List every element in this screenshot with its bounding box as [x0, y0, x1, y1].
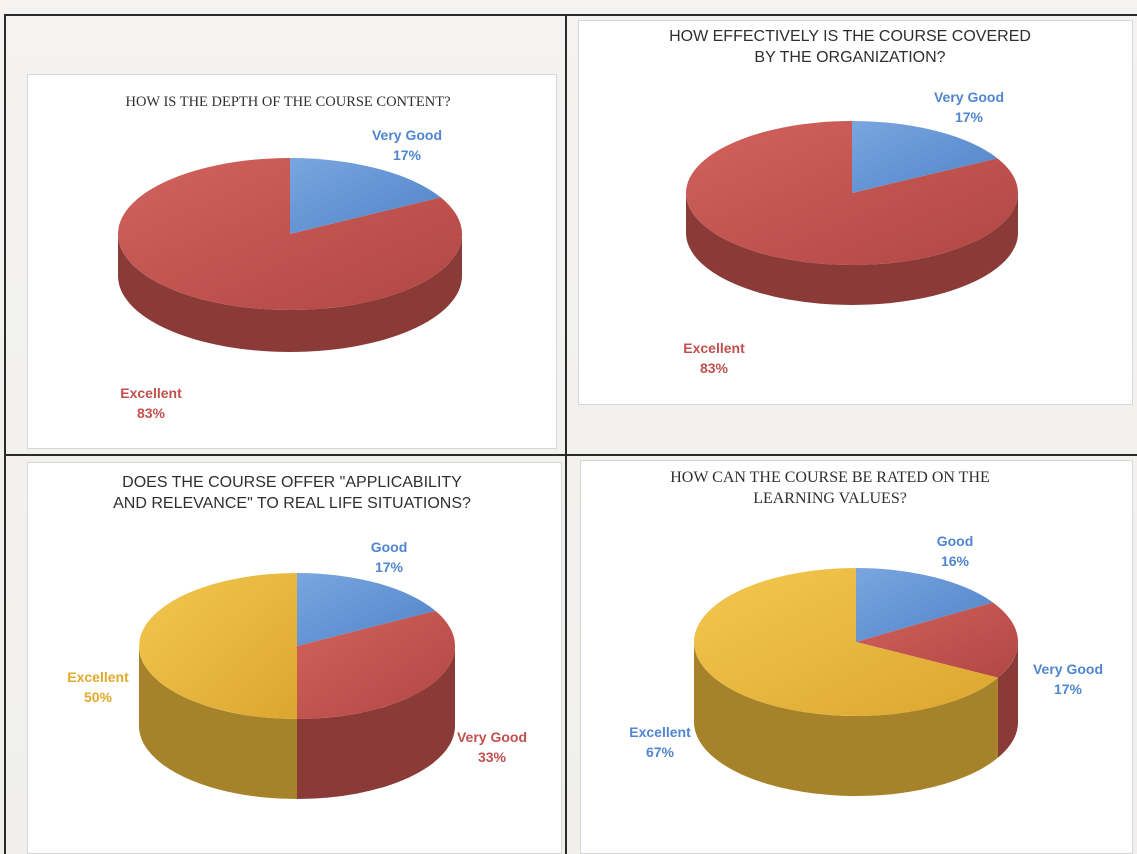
chart-title-line: HOW EFFECTIVELY IS THE COURSE COVERED: [669, 28, 1031, 45]
grid-line-left: [4, 14, 6, 854]
slice-label: Excellent 83%: [120, 385, 182, 421]
chart-title: HOW IS THE DEPTH OF THE COURSE CONTENT?: [125, 94, 450, 110]
slice-label: Good 16%: [937, 533, 974, 569]
chart-panel-1: [27, 74, 557, 449]
slice-label-name: Excellent: [683, 340, 745, 356]
pie-slice-very-good: [852, 121, 998, 193]
pie-slice-good: [856, 568, 993, 642]
chart-title: HOW CAN THE COURSE BE RATED ON THE LEARNI…: [670, 469, 990, 507]
pie-slice-excellent: [139, 573, 297, 719]
slice-label: Good 17%: [371, 539, 408, 575]
slice-label: Very Good 17%: [1033, 661, 1103, 697]
grid-line-top: [4, 14, 1137, 16]
slice-label-value: 83%: [137, 405, 166, 421]
grid-line-middle-horizontal: [4, 454, 1137, 456]
slice-label-value: 17%: [375, 559, 404, 575]
pie-chart-4: HOW CAN THE COURSE BE RATED ON THE LEARNI…: [629, 469, 1103, 796]
pie-chart-1: HOW IS THE DEPTH OF THE COURSE CONTENT? V…: [118, 94, 463, 421]
chart-title-line: HOW IS THE DEPTH OF THE COURSE CONTENT?: [125, 94, 450, 110]
slice-label: Excellent 50%: [67, 669, 129, 705]
pie-slice-excellent: [693, 568, 998, 716]
grid-line-middle-vertical: [565, 14, 567, 854]
slice-label-name: Very Good: [372, 127, 442, 143]
pie-slice-side: [686, 193, 1018, 305]
pie-slice-side: [694, 642, 998, 796]
slice-label-value: 16%: [941, 553, 970, 569]
chart-title-line: HOW CAN THE COURSE BE RATED ON THE: [670, 469, 990, 486]
slice-label: Very Good 17%: [372, 127, 442, 163]
slice-label-name: Very Good: [934, 89, 1004, 105]
pie-slice-side: [139, 646, 297, 799]
pie-slice-side: [118, 234, 462, 352]
slice-label-value: 83%: [700, 360, 729, 376]
slice-label-value: 67%: [646, 744, 675, 760]
slice-label: Very Good 33%: [457, 729, 527, 765]
slice-label-value: 33%: [478, 749, 507, 765]
chart-title: DOES THE COURSE OFFER "APPLICABILITY AND …: [113, 474, 471, 512]
slice-label-value: 17%: [393, 147, 422, 163]
slice-label-name: Good: [937, 533, 974, 549]
slice-label: Very Good 17%: [934, 89, 1004, 125]
pie-slice-side: [997, 642, 1018, 758]
slice-label-value: 17%: [955, 109, 984, 125]
pie-slice-very-good: [290, 158, 441, 234]
slice-label-name: Excellent: [629, 724, 691, 740]
slice-label: Excellent 83%: [683, 340, 745, 376]
slice-label-value: 50%: [84, 689, 113, 705]
chart-title-line: BY THE ORGANIZATION?: [754, 49, 945, 66]
chart-title-line: LEARNING VALUES?: [753, 490, 907, 507]
pie-slice-very-good: [856, 602, 1019, 678]
chart-title-line: DOES THE COURSE OFFER "APPLICABILITY: [122, 474, 462, 491]
pie-chart-2: HOW EFFECTIVELY IS THE COURSE COVERED BY …: [669, 28, 1031, 376]
pie-slice-excellent: [118, 158, 463, 310]
slice-label-value: 17%: [1054, 681, 1083, 697]
chart-title-line: AND RELEVANCE" TO REAL LIFE SITUATIONS?: [113, 495, 471, 512]
pie-slice-good: [297, 573, 436, 646]
slice-label: Excellent 67%: [629, 724, 691, 760]
pie-chart-3: DOES THE COURSE OFFER "APPLICABILITY AND …: [67, 474, 527, 799]
slice-label-name: Good: [371, 539, 408, 555]
chart-title: HOW EFFECTIVELY IS THE COURSE COVERED BY …: [669, 28, 1031, 66]
pie-slice-side: [297, 646, 455, 799]
slice-label-name: Excellent: [120, 385, 182, 401]
pie-slice-very-good: [297, 610, 455, 719]
slice-label-name: Very Good: [457, 729, 527, 745]
pie-slice-excellent: [685, 121, 1018, 265]
slice-label-name: Excellent: [67, 669, 129, 685]
slice-label-name: Very Good: [1033, 661, 1103, 677]
